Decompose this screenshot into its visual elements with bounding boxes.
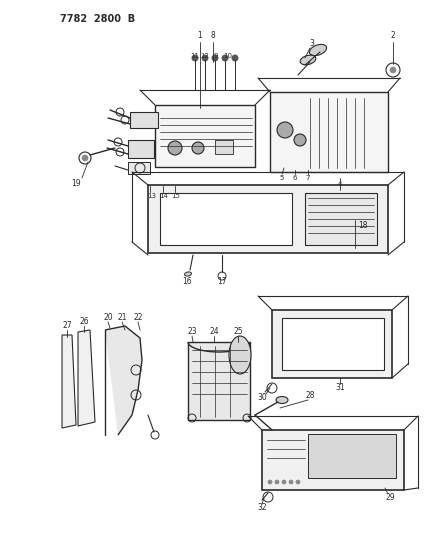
Text: 21: 21 xyxy=(117,313,127,322)
Text: 13: 13 xyxy=(148,193,157,199)
Bar xyxy=(128,162,150,174)
Ellipse shape xyxy=(309,44,327,55)
Circle shape xyxy=(390,67,396,73)
Text: 10: 10 xyxy=(223,53,232,59)
Polygon shape xyxy=(78,330,95,426)
Bar xyxy=(308,434,396,478)
Text: 19: 19 xyxy=(71,180,81,189)
Bar xyxy=(128,140,154,158)
Text: 9: 9 xyxy=(214,53,218,59)
Ellipse shape xyxy=(300,55,316,65)
Text: 28: 28 xyxy=(305,392,315,400)
Text: 25: 25 xyxy=(233,327,243,336)
Bar xyxy=(188,342,250,420)
Text: 6: 6 xyxy=(293,175,297,181)
Circle shape xyxy=(192,55,198,61)
Text: 22: 22 xyxy=(133,313,143,322)
Bar xyxy=(262,430,404,490)
Circle shape xyxy=(289,480,293,484)
Text: 31: 31 xyxy=(335,384,345,392)
Text: 23: 23 xyxy=(187,327,197,336)
Circle shape xyxy=(268,480,272,484)
Circle shape xyxy=(168,141,182,155)
Circle shape xyxy=(232,55,238,61)
Bar xyxy=(148,185,388,253)
Bar xyxy=(272,310,392,378)
Circle shape xyxy=(212,55,218,61)
Text: 7: 7 xyxy=(306,175,310,181)
Circle shape xyxy=(277,122,293,138)
Bar xyxy=(215,140,233,154)
Circle shape xyxy=(282,480,286,484)
Text: 3: 3 xyxy=(309,39,315,49)
Text: 1: 1 xyxy=(198,31,202,41)
Circle shape xyxy=(222,55,228,61)
Circle shape xyxy=(192,142,204,154)
Polygon shape xyxy=(105,326,142,435)
Circle shape xyxy=(296,480,300,484)
Text: 11: 11 xyxy=(190,53,199,59)
Circle shape xyxy=(294,134,306,146)
Bar xyxy=(160,193,292,245)
Text: 18: 18 xyxy=(358,221,368,230)
Text: 30: 30 xyxy=(257,393,267,402)
Text: 4: 4 xyxy=(338,181,342,187)
Text: 32: 32 xyxy=(257,504,267,513)
Text: 20: 20 xyxy=(103,313,113,322)
Circle shape xyxy=(202,55,208,61)
Text: 5: 5 xyxy=(280,175,284,181)
Bar xyxy=(130,112,158,128)
Text: 24: 24 xyxy=(209,327,219,336)
Polygon shape xyxy=(62,335,76,428)
Text: 15: 15 xyxy=(172,193,181,199)
Text: 26: 26 xyxy=(79,318,89,327)
Text: 8: 8 xyxy=(211,31,215,41)
Text: 16: 16 xyxy=(182,278,192,287)
Text: 7782  2800  B: 7782 2800 B xyxy=(60,14,135,24)
Text: 14: 14 xyxy=(160,193,169,199)
Text: 27: 27 xyxy=(62,321,72,330)
Bar xyxy=(305,193,377,245)
Text: 29: 29 xyxy=(385,494,395,503)
Circle shape xyxy=(275,480,279,484)
Text: 17: 17 xyxy=(217,278,227,287)
Bar xyxy=(282,318,384,370)
Text: 12: 12 xyxy=(201,53,209,59)
Circle shape xyxy=(82,155,88,161)
Bar xyxy=(155,105,255,167)
Ellipse shape xyxy=(184,272,191,276)
Bar xyxy=(270,92,388,172)
Ellipse shape xyxy=(229,336,251,374)
Text: 2: 2 xyxy=(391,31,395,41)
Ellipse shape xyxy=(276,397,288,403)
